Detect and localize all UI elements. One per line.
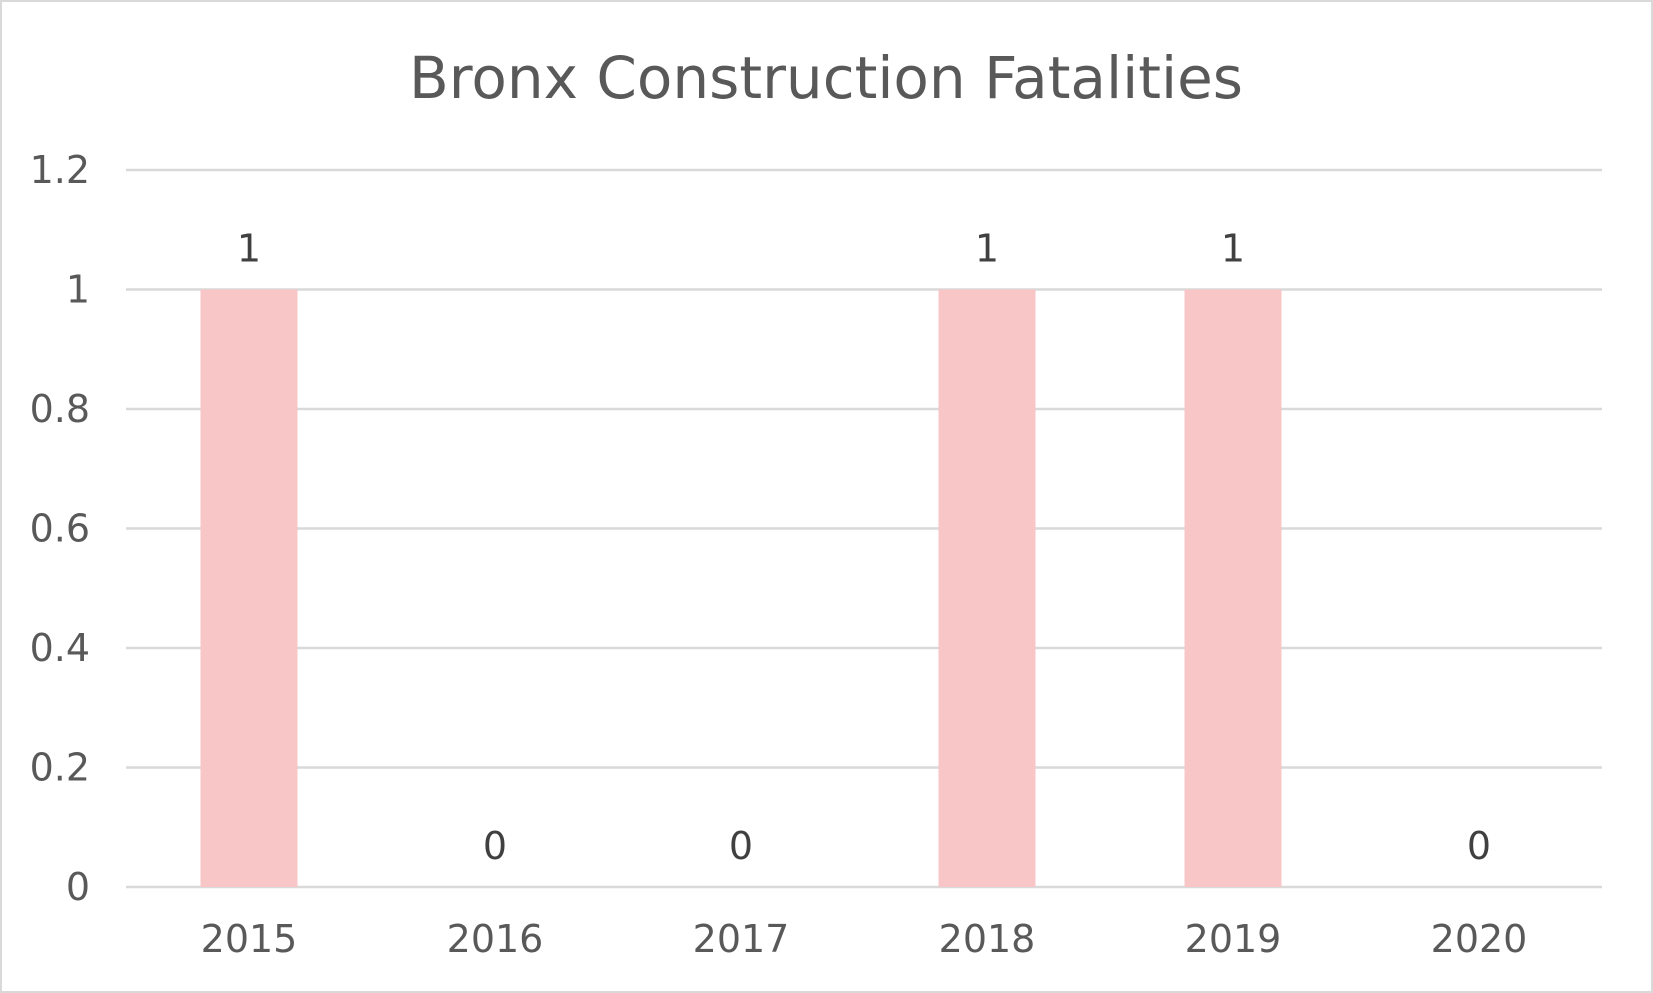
y-tick-label: 1.2 — [30, 148, 90, 192]
x-tick-label: 2019 — [1185, 917, 1282, 961]
x-tick-label: 2020 — [1431, 917, 1528, 961]
data-label-2019: 1 — [1221, 227, 1245, 271]
x-tick-label: 2018 — [939, 917, 1036, 961]
bar-2019 — [1184, 289, 1282, 887]
data-label-2020: 0 — [1467, 824, 1491, 868]
data-label-2017: 0 — [729, 824, 753, 868]
data-labels: 1 0 0 1 1 0 — [237, 227, 1491, 869]
x-tick-label: 2015 — [201, 917, 298, 961]
data-label-2016: 0 — [483, 824, 507, 868]
y-tick-label: 0.4 — [30, 626, 90, 670]
x-tick-label: 2016 — [447, 917, 544, 961]
gridlines — [126, 168, 1602, 889]
x-tick-label: 2017 — [693, 917, 790, 961]
bar-2015 — [200, 289, 298, 887]
y-tick-label: 0.2 — [30, 746, 90, 790]
data-label-2018: 1 — [975, 227, 999, 271]
y-axis-ticks: 0 0.2 0.4 0.6 0.8 1 1.2 — [30, 148, 90, 909]
y-tick-label: 0.8 — [30, 387, 90, 431]
y-tick-label: 0 — [66, 865, 90, 909]
bars — [200, 289, 1282, 887]
y-tick-label: 0.6 — [30, 507, 90, 551]
chart-title: Bronx Construction Fatalities — [409, 44, 1243, 112]
data-label-2015: 1 — [237, 227, 261, 271]
y-tick-label: 1 — [66, 268, 90, 312]
x-axis-ticks: 2015 2016 2017 2018 2019 2020 — [201, 917, 1528, 961]
bar-2018 — [938, 289, 1036, 887]
